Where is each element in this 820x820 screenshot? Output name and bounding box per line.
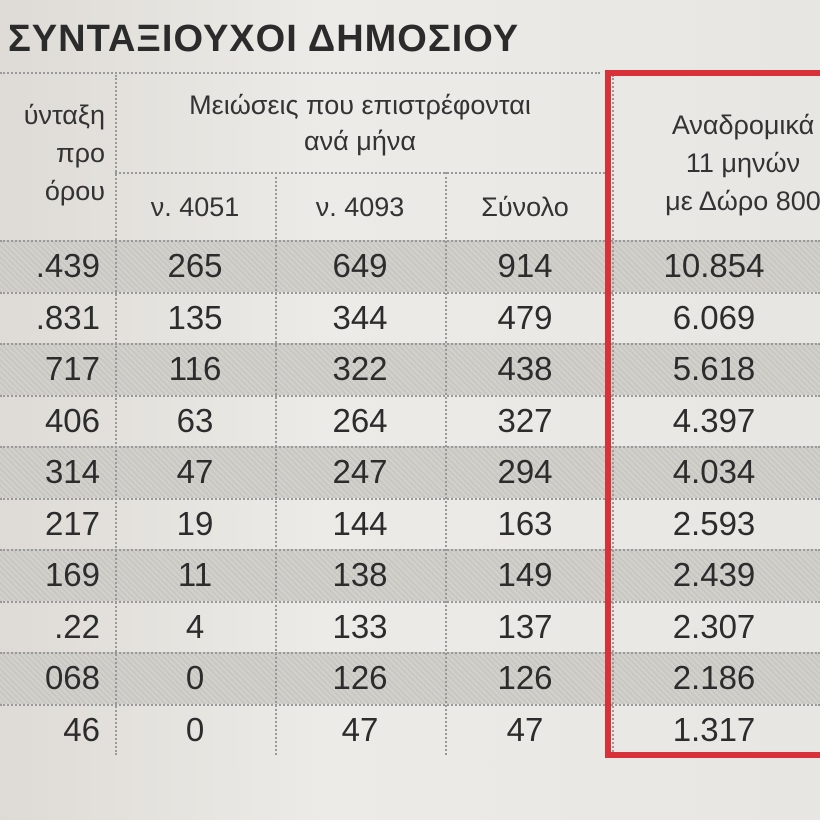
header-text: προ <box>55 138 105 168</box>
table-cell: 46 <box>63 710 100 748</box>
row-rule <box>0 240 820 242</box>
row-shade <box>0 240 820 292</box>
table-cell: 294 <box>497 453 553 490</box>
table-cell: 914 <box>497 247 553 284</box>
table-cell: 126 <box>497 659 553 696</box>
header-rule <box>115 172 605 174</box>
table-cell: 406 <box>44 401 100 439</box>
row-rule <box>0 291 820 294</box>
table-cell: 10.854 <box>663 247 765 284</box>
table-cell: 6.069 <box>672 298 756 336</box>
table-cell: 169 <box>44 556 100 593</box>
header-text: ν. 4093 <box>315 192 405 222</box>
table-cell: 47 <box>341 710 379 748</box>
header-text: Μειώσεις που επιστρέφονται <box>189 90 531 120</box>
table-cell: 327 <box>497 401 553 439</box>
table-cell: 11 <box>177 556 213 593</box>
table-cell: 4.397 <box>672 401 756 439</box>
row-shade <box>0 549 820 601</box>
header-text: όρου <box>44 176 105 206</box>
table-cell: .831 <box>35 298 100 336</box>
table-cell: 247 <box>332 453 388 490</box>
table-cell: 19 <box>176 504 214 542</box>
table-cell: 2.439 <box>672 556 756 593</box>
header-text: ν. 4051 <box>150 192 240 222</box>
table-cell: 649 <box>332 247 388 284</box>
table-cell: 1.317 <box>672 710 756 748</box>
col-rule <box>445 172 447 755</box>
col-rule <box>275 172 277 755</box>
highlight-box <box>605 70 820 758</box>
table-cell: 068 <box>44 659 100 696</box>
row-rule <box>0 652 820 654</box>
table-cell: 0 <box>185 710 205 748</box>
table-cell: 217 <box>44 504 100 542</box>
row-rule <box>0 549 820 551</box>
header-text: Αναδρομικά <box>671 110 815 140</box>
header-text: ανά μήνα <box>304 126 416 156</box>
table-cell: 479 <box>497 298 553 336</box>
table-cell: 47 <box>176 453 214 490</box>
header-text: 11 μηνών <box>685 148 801 178</box>
row-shade <box>0 652 820 704</box>
table-cell: 126 <box>332 659 388 696</box>
table-cell: 717 <box>44 350 100 387</box>
table-cell: 47 <box>506 710 544 748</box>
table-cell: 322 <box>332 350 388 387</box>
row-rule <box>0 446 820 448</box>
table-cell: 144 <box>332 504 388 542</box>
table-cell: 314 <box>44 453 100 490</box>
table-cell: 4.034 <box>672 453 756 490</box>
row-rule <box>0 394 820 397</box>
table-cell: 135 <box>167 298 223 336</box>
table-cell: 133 <box>332 607 388 645</box>
table-cell: .22 <box>54 607 100 645</box>
row-rule <box>0 600 820 603</box>
header-text: ύνταξη <box>23 100 105 130</box>
row-rule <box>0 343 820 345</box>
table-cell: 63 <box>176 401 214 439</box>
table-cell: 264 <box>332 401 388 439</box>
table-cell: 138 <box>332 556 388 593</box>
row-rule <box>0 703 820 706</box>
table-cell: 137 <box>497 607 553 645</box>
col-rule <box>115 75 117 755</box>
header-text: Σύνολο <box>481 192 569 222</box>
table-cell: 0 <box>185 659 205 696</box>
table-cell: 5.618 <box>672 350 756 387</box>
table-cell: 265 <box>167 247 223 284</box>
title: ΣΥΝΤΑΞΙΟΥΧΟΙ ΔΗΜΟΣΙΟΥ <box>8 18 520 60</box>
table-cell: 2.593 <box>672 504 756 542</box>
table-cell: 4 <box>185 607 205 645</box>
row-shade <box>0 343 820 395</box>
table-cell: 2.186 <box>672 659 756 696</box>
table-cell: 163 <box>497 504 553 542</box>
table-cell: 149 <box>497 556 553 593</box>
header-text: με Δώρο 800 <box>665 186 820 216</box>
table-cell: .439 <box>35 247 100 284</box>
row-shade <box>0 446 820 498</box>
row-rule <box>0 497 820 500</box>
table-cell: 438 <box>497 350 553 387</box>
table-cell: 116 <box>168 350 222 387</box>
table-cell: 344 <box>332 298 388 336</box>
table-cell: 2.307 <box>672 607 756 645</box>
header-rule <box>0 72 600 74</box>
col-rule <box>612 75 614 755</box>
